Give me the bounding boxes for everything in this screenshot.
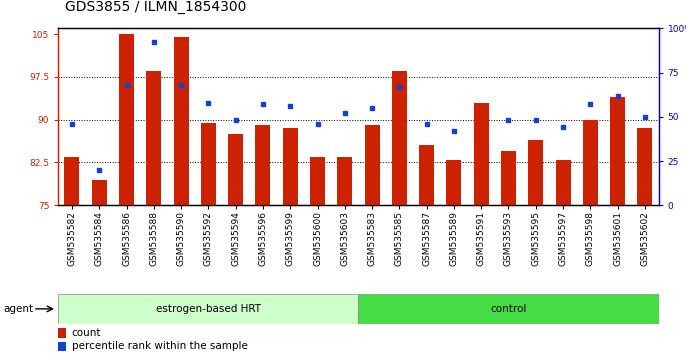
Text: agent: agent <box>3 304 34 314</box>
Bar <box>610 97 625 205</box>
Bar <box>92 179 107 205</box>
Text: control: control <box>490 304 527 314</box>
Text: percentile rank within the sample: percentile rank within the sample <box>72 341 248 352</box>
Bar <box>583 120 598 205</box>
Bar <box>310 157 325 205</box>
Bar <box>358 294 659 324</box>
Bar <box>556 160 571 205</box>
Bar <box>58 342 66 351</box>
Bar <box>228 134 243 205</box>
Bar <box>364 125 379 205</box>
Bar <box>119 34 134 205</box>
Bar <box>447 160 462 205</box>
Bar <box>255 125 270 205</box>
Bar <box>528 140 543 205</box>
Bar <box>58 294 358 324</box>
Bar <box>501 151 516 205</box>
Bar <box>201 122 216 205</box>
Text: GDS3855 / ILMN_1854300: GDS3855 / ILMN_1854300 <box>65 0 246 14</box>
Text: count: count <box>72 328 102 338</box>
Bar <box>392 71 407 205</box>
Bar <box>637 128 652 205</box>
Bar <box>174 37 189 205</box>
Bar <box>283 128 298 205</box>
Bar <box>58 329 66 338</box>
Bar <box>64 157 80 205</box>
Bar <box>146 71 161 205</box>
Bar <box>419 145 434 205</box>
Text: estrogen-based HRT: estrogen-based HRT <box>156 304 261 314</box>
Bar <box>338 157 353 205</box>
Bar <box>474 103 488 205</box>
